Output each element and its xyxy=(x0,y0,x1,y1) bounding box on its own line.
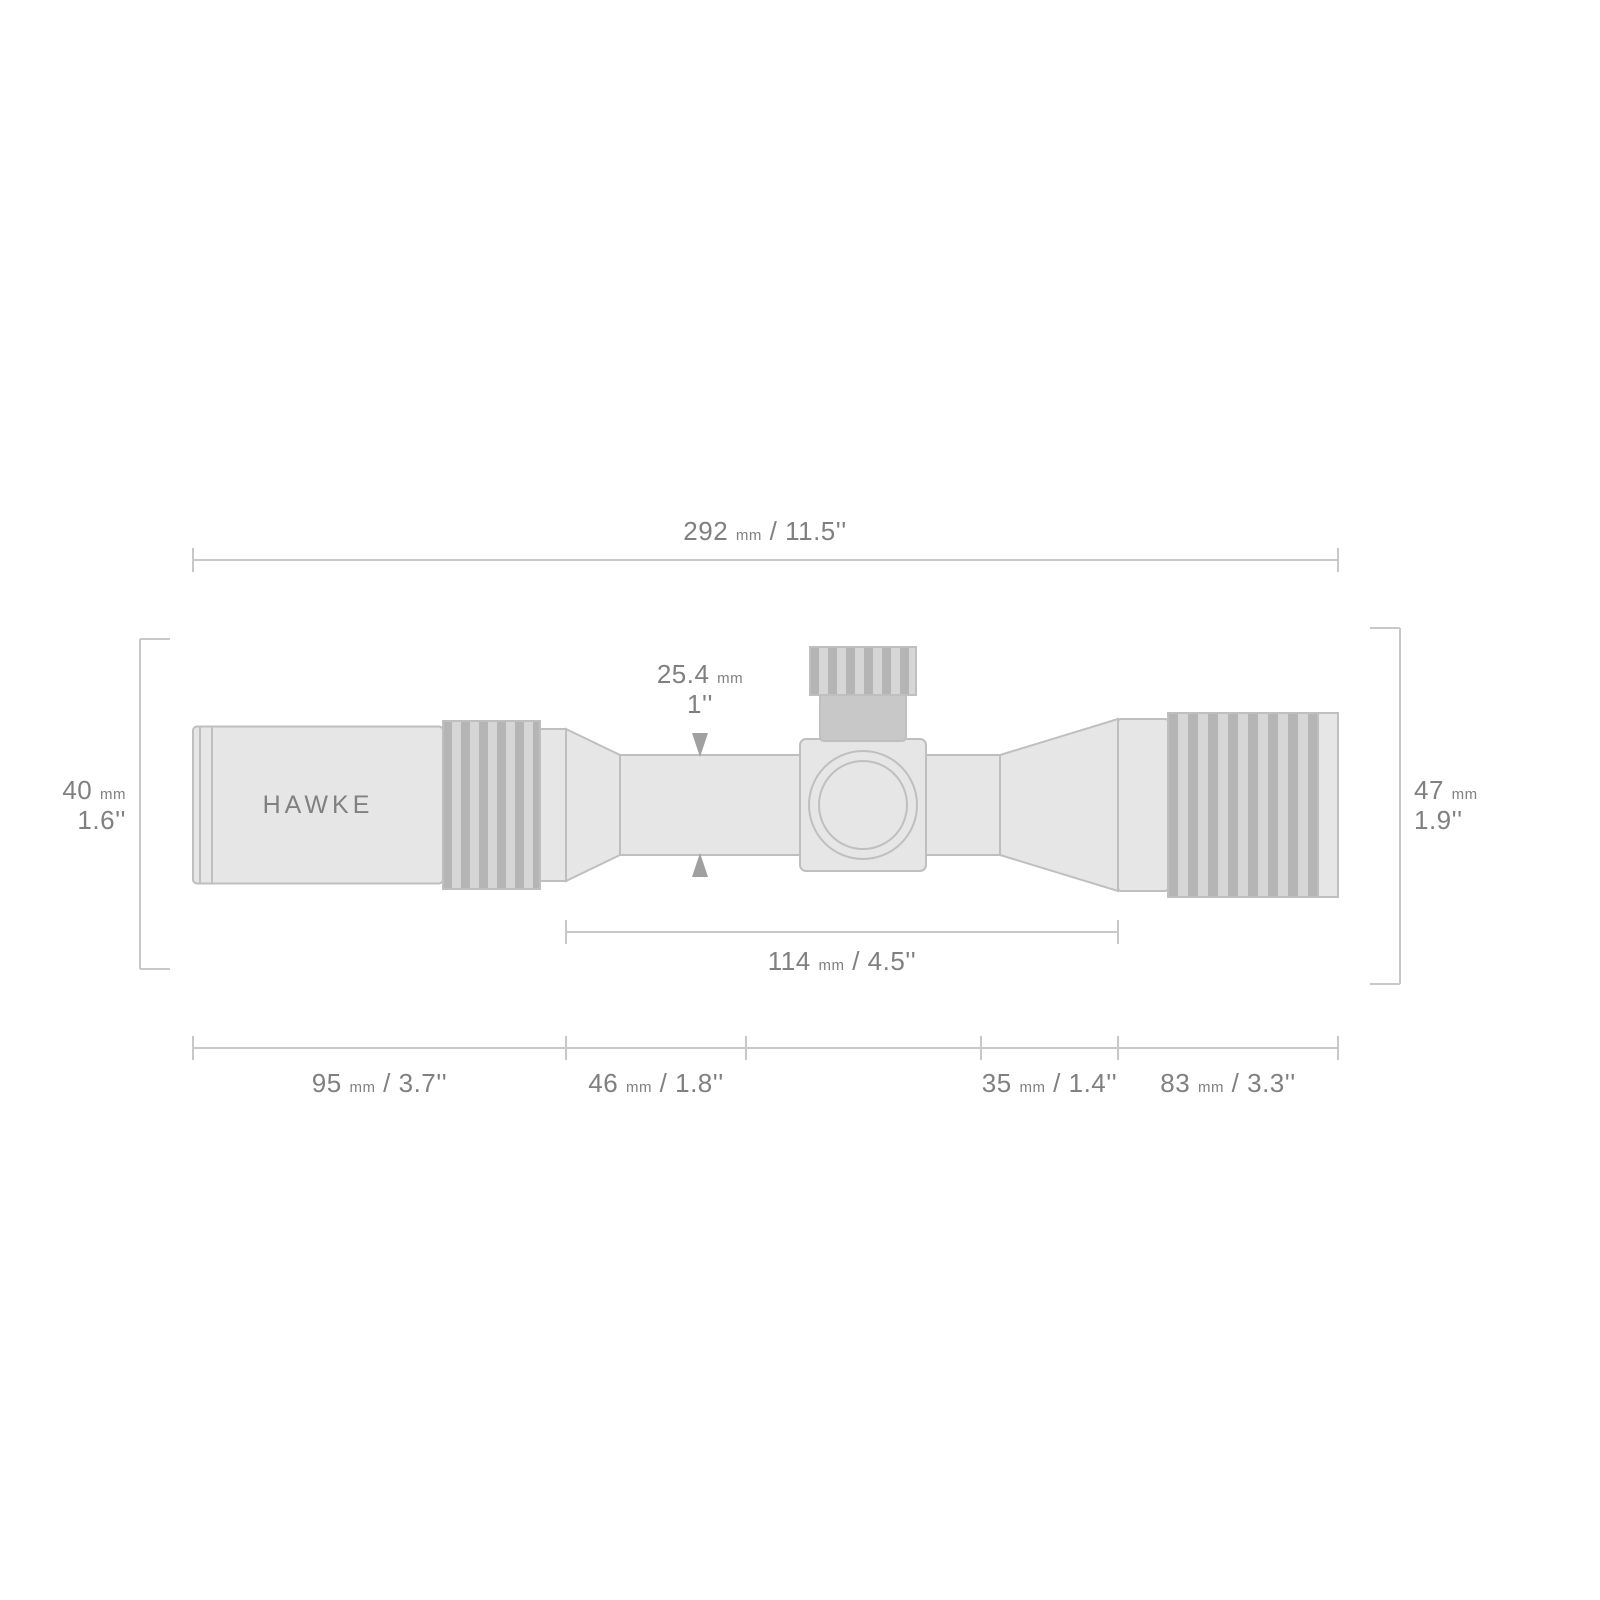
svg-text:25.4 mm: 25.4 mm xyxy=(657,659,743,689)
svg-text:1'': 1'' xyxy=(687,689,713,719)
svg-text:47 mm: 47 mm xyxy=(1414,775,1478,805)
svg-text:114 mm / 4.5'': 114 mm / 4.5'' xyxy=(768,946,916,976)
svg-text:1.6'': 1.6'' xyxy=(77,805,126,835)
svg-text:83 mm / 3.3'': 83 mm / 3.3'' xyxy=(1160,1068,1295,1098)
svg-text:46 mm / 1.8'': 46 mm / 1.8'' xyxy=(588,1068,723,1098)
svg-text:292 mm / 11.5'': 292 mm / 11.5'' xyxy=(683,516,846,546)
svg-text:40 mm: 40 mm xyxy=(62,775,126,805)
svg-text:1.9'': 1.9'' xyxy=(1414,805,1463,835)
svg-text:35 mm / 1.4'': 35 mm / 1.4'' xyxy=(982,1068,1117,1098)
svg-text:HAWKE: HAWKE xyxy=(263,791,374,819)
svg-text:95 mm / 3.7'': 95 mm / 3.7'' xyxy=(312,1068,447,1098)
